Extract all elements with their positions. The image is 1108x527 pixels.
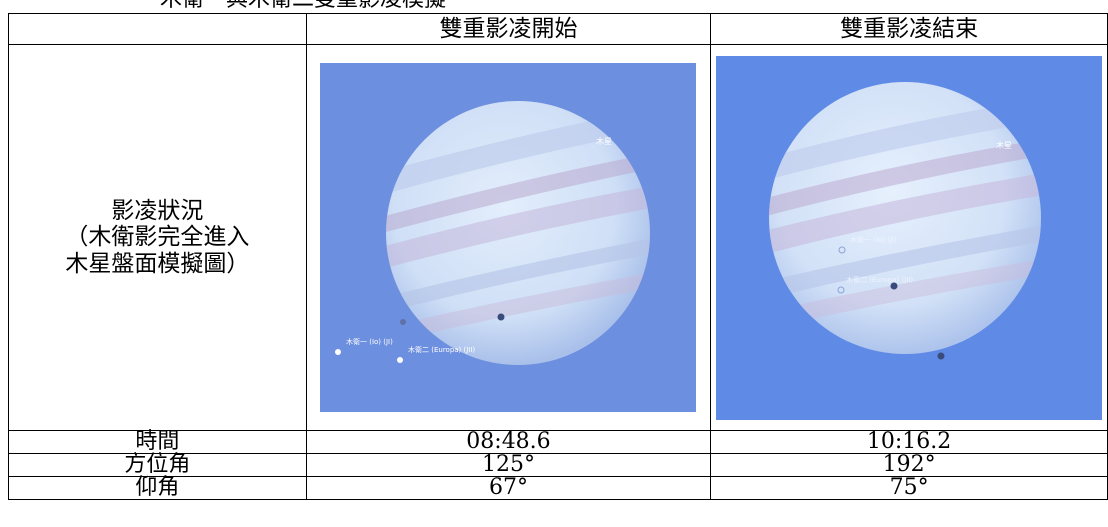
europa-dot xyxy=(837,286,845,293)
header-empty-cell xyxy=(8,13,307,45)
transit-table: 雙重影凌開始 雙重影凌結束 影凌狀況 （木衛影完全進入 木星盤面模擬圖） xyxy=(8,13,1108,500)
azimuth-end: 192° xyxy=(710,453,1108,477)
moon-shadow-2 xyxy=(937,352,945,359)
end-simulation-image: 木衛一 (Io) (JI) 木衛二 (Europa) (JII) 木星 xyxy=(716,55,1103,420)
label-line-1: 影凌狀況 xyxy=(111,197,204,224)
europa-dot xyxy=(397,357,404,363)
figure-caption: 木衛一與木衛二雙重影凌模擬 xyxy=(160,0,446,12)
table-header-row: 雙重影凌開始 雙重影凌結束 xyxy=(8,13,1108,45)
label-line-2: （木衛影完全進入 xyxy=(65,224,250,251)
moon-shadow-1 xyxy=(497,313,505,321)
image-row-label: 影凌狀況 （木衛影完全進入 木星盤面模擬圖） xyxy=(8,44,307,431)
header-end: 雙重影凌結束 xyxy=(710,13,1108,45)
io-dot xyxy=(838,246,846,253)
table-row: 方位角 125° 192° xyxy=(8,453,1108,477)
europa-label: 木衛二 (Europa) (JII) xyxy=(408,345,475,354)
moon-shadow-2 xyxy=(400,319,407,325)
start-image-cell: 木星 木衛一 (Io) (JI) 木衛二 (Europa) (JII) xyxy=(305,44,712,431)
jupiter-label: 木星 xyxy=(996,140,1012,150)
jupiter-label: 木星 xyxy=(596,136,612,146)
europa-label: 木衛二 (Europa) (JII) xyxy=(846,275,913,284)
jupiter-cloud-bands xyxy=(769,93,1042,336)
image-row: 影凌狀況 （木衛影完全進入 木星盤面模擬圖） xyxy=(8,44,1108,431)
row-label-azimuth: 方位角 xyxy=(8,453,307,477)
altitude-start: 67° xyxy=(305,476,712,500)
io-label: 木衛一 (Io) (JI) xyxy=(346,337,393,346)
table-row: 仰角 67° 75° xyxy=(8,476,1108,500)
end-image-cell: 木衛一 (Io) (JI) 木衛二 (Europa) (JII) 木星 xyxy=(710,44,1108,431)
row-label-altitude: 仰角 xyxy=(8,476,307,500)
label-line-3: 木星盤面模擬圖） xyxy=(65,250,250,277)
io-label: 木衛一 (Io) (JI) xyxy=(850,235,897,244)
altitude-end: 75° xyxy=(710,476,1108,500)
row-label-time: 時間 xyxy=(8,430,307,454)
time-start: 08:48.6 xyxy=(305,430,712,454)
moon-shadow-1 xyxy=(890,282,898,289)
time-end: 10:16.2 xyxy=(710,430,1108,454)
io-dot xyxy=(335,349,342,355)
table-row: 時間 08:48.6 10:16.2 xyxy=(8,430,1108,454)
start-simulation-image: 木星 木衛一 (Io) (JI) 木衛二 (Europa) (JII) xyxy=(320,63,697,412)
azimuth-start: 125° xyxy=(305,453,712,477)
header-start: 雙重影凌開始 xyxy=(305,13,712,45)
